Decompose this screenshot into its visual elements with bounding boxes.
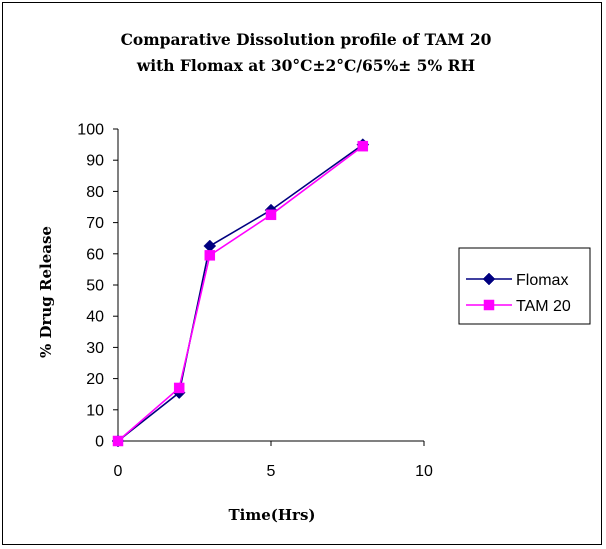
y-tick-label: 70 [86, 215, 104, 232]
axes [113, 128, 425, 446]
legend-marker-flomax [482, 272, 496, 286]
chart-title-line-1: Comparative Dissolution profile of TAM 2… [121, 30, 492, 49]
y-axis-title: % Drug Release [37, 226, 55, 358]
legend: Flomax TAM 20 [458, 247, 591, 325]
series-line-flomax [117, 143, 364, 442]
y-tick-label: 20 [86, 371, 104, 388]
series-line-tam-20 [117, 145, 364, 442]
legend-box [458, 247, 591, 325]
y-tick-label: 60 [86, 246, 104, 263]
y-tick-label: 50 [86, 278, 104, 295]
legend-marker-tam-20 [483, 299, 495, 311]
legend-label-flomax: Flomax [516, 272, 568, 289]
x-axis-title: Time(Hrs) [229, 506, 316, 524]
data-point-tam-20 [265, 209, 277, 221]
data-point-tam-20 [112, 435, 124, 447]
data-point-tam-20 [173, 382, 185, 394]
data-point-tam-20 [357, 140, 369, 152]
x-tick-label: 10 [415, 463, 433, 480]
y-tick-label: 80 [86, 184, 104, 201]
y-tick-label: 10 [86, 402, 104, 419]
legend-label-tam-20: TAM 20 [516, 298, 571, 315]
y-tick-label: 90 [86, 153, 104, 170]
tick-labels: 0 10 20 30 40 50 60 70 80 90 100 0 5 10 [77, 122, 433, 481]
x-tick-label: 0 [114, 463, 123, 480]
y-tick-label: 0 [95, 434, 104, 451]
plot-series [111, 138, 370, 448]
x-tick-label: 5 [267, 463, 276, 480]
y-tick-label: 40 [86, 309, 104, 326]
y-tick-label: 100 [77, 122, 104, 139]
chart-title-line-2: with Flomax at 30°C±2°C/65%± 5% RH [136, 56, 475, 75]
data-point-tam-20 [204, 250, 216, 261]
y-tick-label: 30 [86, 340, 104, 357]
